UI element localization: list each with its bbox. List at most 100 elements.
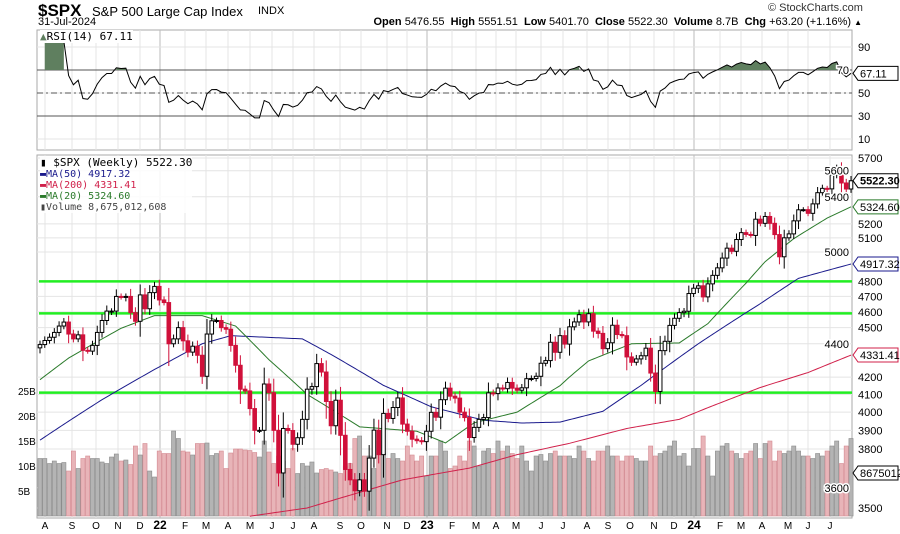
ma-value-tag-text: 4917.32	[860, 259, 900, 271]
rsi-tick-label: 90	[858, 42, 870, 54]
candle-up	[47, 336, 52, 342]
candle-up	[438, 399, 444, 418]
volume-bar	[762, 443, 768, 517]
close-value-tag-box	[852, 173, 899, 189]
candle-up	[137, 294, 143, 322]
volume-bar	[466, 440, 472, 517]
candle-up	[686, 293, 692, 312]
candle-down	[447, 387, 453, 397]
candle-down	[824, 187, 830, 190]
volume-bar	[772, 460, 778, 517]
x-axis-label: A	[42, 521, 49, 532]
x-axis-label: M	[202, 521, 210, 532]
volume-bar	[261, 440, 267, 517]
volume-bar	[385, 458, 391, 517]
candle-down	[419, 440, 424, 443]
volume-bar	[624, 455, 630, 517]
candle-down	[514, 387, 520, 391]
candle-up	[37, 344, 43, 349]
candle-down	[161, 299, 167, 304]
candle-up	[548, 341, 553, 362]
volume-bar	[791, 445, 797, 517]
volume-bar	[552, 450, 558, 517]
volume-bar	[242, 449, 248, 517]
candle-down	[562, 335, 568, 345]
volume-bar	[586, 458, 592, 517]
rsi-tick-label: 10	[858, 134, 870, 146]
candle-down	[457, 397, 463, 413]
volume-bar	[757, 458, 763, 517]
rsi-value-tag: 67.11	[852, 65, 899, 81]
price-tick-label: 4600	[858, 307, 882, 319]
candle-up	[190, 345, 195, 353]
volume-value-tag-box	[852, 465, 899, 481]
candle-down	[80, 334, 86, 351]
volume-bar	[676, 455, 682, 517]
ma-value-tag: 4917.32	[852, 256, 900, 272]
candle-up	[443, 387, 448, 401]
candle-down	[362, 479, 367, 492]
ma-value-tag: 4331.41	[852, 347, 900, 363]
rsi-value-tag-box	[852, 65, 899, 81]
candle-up	[471, 426, 477, 439]
volume-bar	[495, 440, 501, 517]
candle-down	[85, 349, 91, 352]
candle-up	[281, 427, 286, 474]
candle-down	[252, 408, 257, 431]
volume-bar	[695, 448, 701, 517]
candle-up	[810, 203, 816, 214]
x-axis-label: J	[291, 521, 296, 532]
candle-up	[481, 417, 486, 420]
volume-bar	[519, 445, 525, 517]
volume-bar	[156, 450, 162, 517]
volume-bar	[600, 450, 606, 517]
candle-down	[767, 215, 773, 224]
candle-up	[114, 295, 119, 312]
x-axis-label: D	[670, 521, 677, 532]
volume-value-tag: 8675012	[852, 465, 900, 481]
volume-bar	[748, 450, 754, 517]
candle-down	[233, 344, 238, 366]
volume-bar	[538, 454, 544, 517]
price-tick-label: 4200	[858, 372, 882, 384]
candle-up	[152, 285, 157, 294]
candle-up	[557, 335, 563, 353]
rsi-tick-label: 70	[837, 65, 849, 77]
volume-bar	[319, 469, 324, 517]
volume-bar	[113, 453, 119, 517]
price-tick-label: 3900	[858, 425, 882, 437]
volume-bar	[133, 445, 138, 517]
candle-up	[791, 220, 797, 235]
volume-bar	[614, 455, 620, 517]
volume-bar	[419, 455, 425, 517]
volume-bar	[137, 454, 143, 517]
volume-bar	[805, 455, 811, 517]
volume-tick-label: 5B	[18, 487, 31, 498]
x-axis-label: F	[182, 521, 188, 532]
ma-value-tag-box	[852, 256, 899, 272]
candle-down	[156, 285, 162, 301]
volume-bar	[414, 460, 420, 517]
x-axis-label: J	[806, 521, 811, 532]
volume-bar	[147, 470, 153, 517]
volume-bar	[796, 450, 801, 517]
volume-bar	[42, 458, 48, 517]
candle-down	[433, 411, 439, 418]
candle-up	[486, 392, 491, 419]
volume-bar	[691, 448, 696, 517]
volume-bar	[514, 458, 520, 517]
candle-down	[228, 328, 234, 346]
candle-down	[338, 399, 343, 436]
volume-bar	[37, 458, 43, 517]
volume-bar	[295, 473, 300, 517]
volume-bar	[476, 465, 482, 517]
price-tick-label: 4800	[858, 276, 882, 288]
candle-up	[638, 355, 644, 360]
volume-bar	[786, 450, 792, 517]
price-tick-label: 4500	[858, 323, 882, 335]
volume-bar	[314, 472, 320, 517]
price-tick-label: 5600	[825, 166, 849, 178]
volume-bar	[619, 460, 625, 517]
